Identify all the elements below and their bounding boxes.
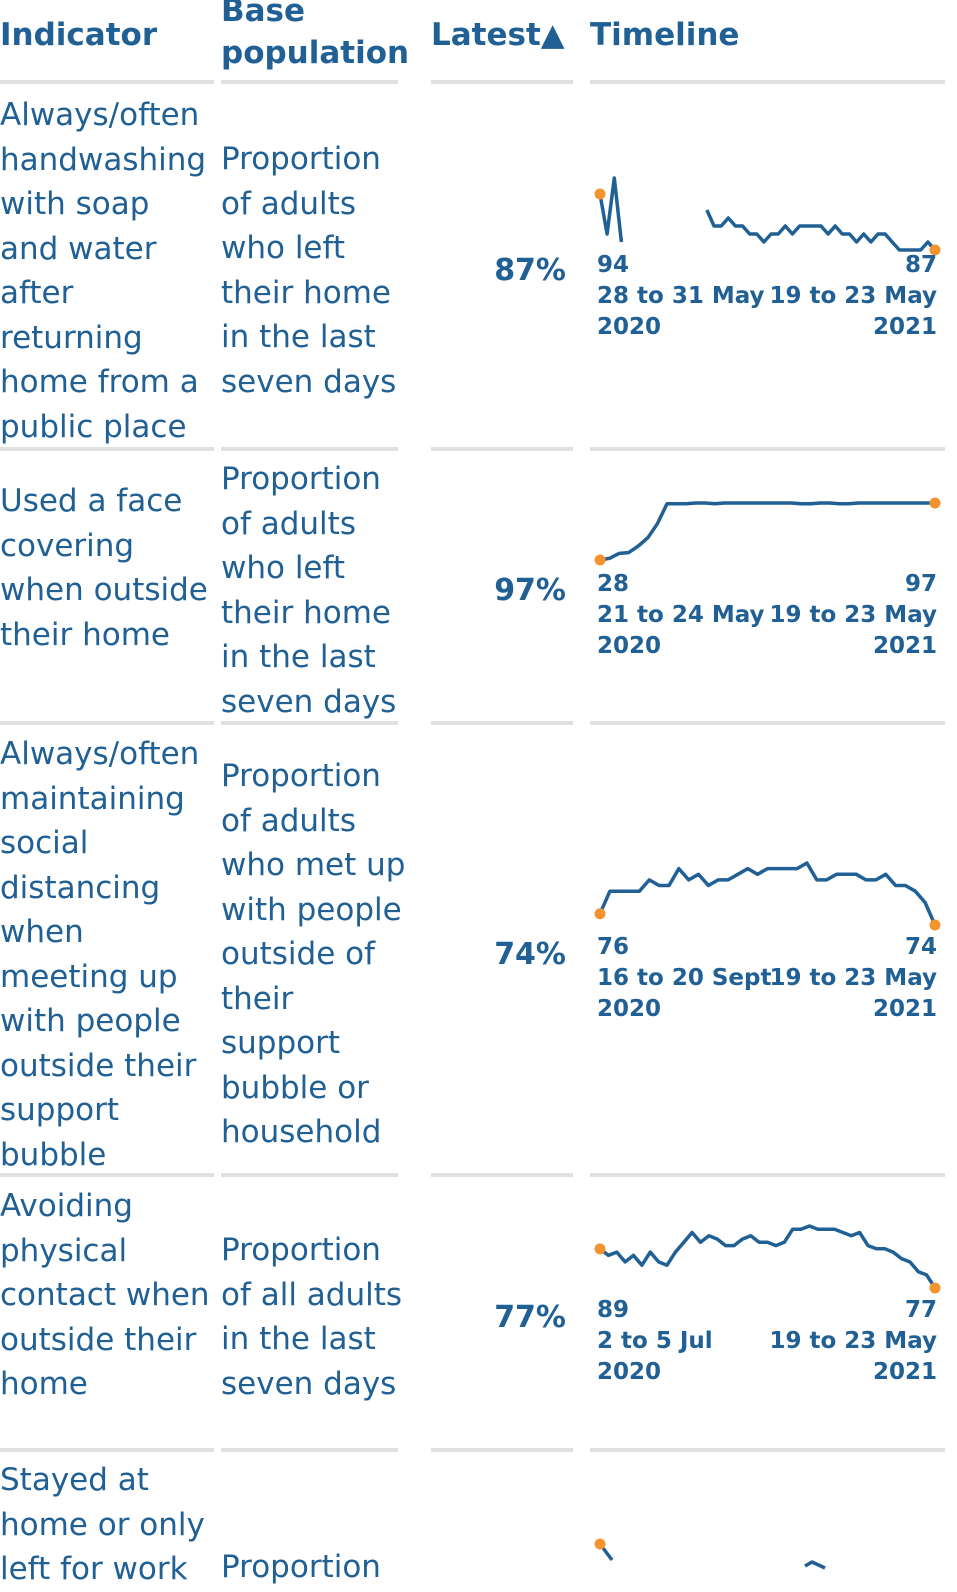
divider <box>0 1448 214 1452</box>
divider <box>431 1173 573 1177</box>
sort-ascending-icon: ▲ <box>540 17 565 53</box>
latest-value: 97% <box>494 573 566 608</box>
sparkline-series <box>599 501 935 562</box>
indicator-cell: Stayed at home or only left for work <box>0 1462 205 1587</box>
timeline-last-label: 97 19 to 23 May 2021 <box>769 571 937 659</box>
divider <box>590 721 945 725</box>
base-population-cell: Proportion of adults who left their home… <box>221 461 397 720</box>
base-population-cell: Proportion of adults who met up with peo… <box>221 758 406 1150</box>
timeline-sparkline <box>594 861 941 931</box>
sparkline-last-point <box>929 497 941 509</box>
timeline-sparkline <box>594 497 941 566</box>
base-population-cell: Proportion of adults who left their home… <box>221 141 397 400</box>
latest-value: 74% <box>494 937 566 972</box>
divider <box>0 1173 214 1177</box>
timeline-last-label: 74 19 to 23 May 2021 <box>769 934 937 1022</box>
timeline-last-label: 87 19 to 23 May 2021 <box>769 252 937 340</box>
divider <box>590 447 945 451</box>
divider <box>431 447 573 451</box>
indicator-cell: Always/often maintaining social distanci… <box>0 736 200 1173</box>
divider <box>0 721 214 725</box>
sparkline-last-point <box>929 919 941 931</box>
sparkline-last-point <box>929 1282 941 1294</box>
header-base-population[interactable]: Base population <box>221 0 410 71</box>
indicator-cell: Always/often handwashing with soap and w… <box>0 97 207 445</box>
sparkline-first-point <box>594 1243 606 1255</box>
divider <box>590 1448 945 1452</box>
sparkline-last-point <box>929 244 941 256</box>
timeline-first-label: 89 2 to 5 Jul 2020 <box>597 1297 713 1385</box>
header-latest-sort[interactable]: Latest▲ <box>431 17 565 53</box>
divider <box>221 1448 398 1452</box>
base-population-cell: Proportion of all adults in the last sev… <box>221 1232 403 1402</box>
timeline-sparkline <box>594 176 941 256</box>
sparkline-series <box>598 176 937 252</box>
divider <box>221 447 398 451</box>
timeline-sparkline <box>594 1224 941 1294</box>
divider <box>590 1173 945 1177</box>
sparkline-series <box>598 1224 937 1289</box>
timeline-sparkline <box>594 1538 826 1570</box>
sparkline-first-point <box>594 908 606 920</box>
timeline-first-label: 76 16 to 20 Sept 2020 <box>597 934 772 1022</box>
header-indicator[interactable]: Indicator <box>0 17 158 53</box>
divider <box>221 80 398 84</box>
sparkline-first-point <box>594 554 606 566</box>
divider <box>0 80 214 84</box>
indicator-cell: Avoiding physical contact when outside t… <box>0 1188 210 1402</box>
latest-value: 87% <box>494 253 566 288</box>
divider <box>431 80 573 84</box>
timeline-last-label: 77 19 to 23 May 2021 <box>769 1297 937 1385</box>
divider <box>590 80 945 84</box>
sparkline-first-point <box>594 188 606 200</box>
base-population-cell: Proportion <box>221 1549 381 1585</box>
divider <box>431 1448 573 1452</box>
timeline-first-label: 94 28 to 31 May 2020 <box>597 252 765 340</box>
divider <box>0 447 214 451</box>
sparkline-series <box>598 861 937 926</box>
header-timeline[interactable]: Timeline <box>590 17 740 53</box>
indicator-cell: Used a face covering when outside their … <box>0 483 208 653</box>
timeline-first-label: 28 21 to 24 May 2020 <box>597 571 765 659</box>
latest-value: 77% <box>494 1300 566 1335</box>
divider <box>221 721 398 725</box>
divider <box>431 721 573 725</box>
divider <box>221 1173 398 1177</box>
